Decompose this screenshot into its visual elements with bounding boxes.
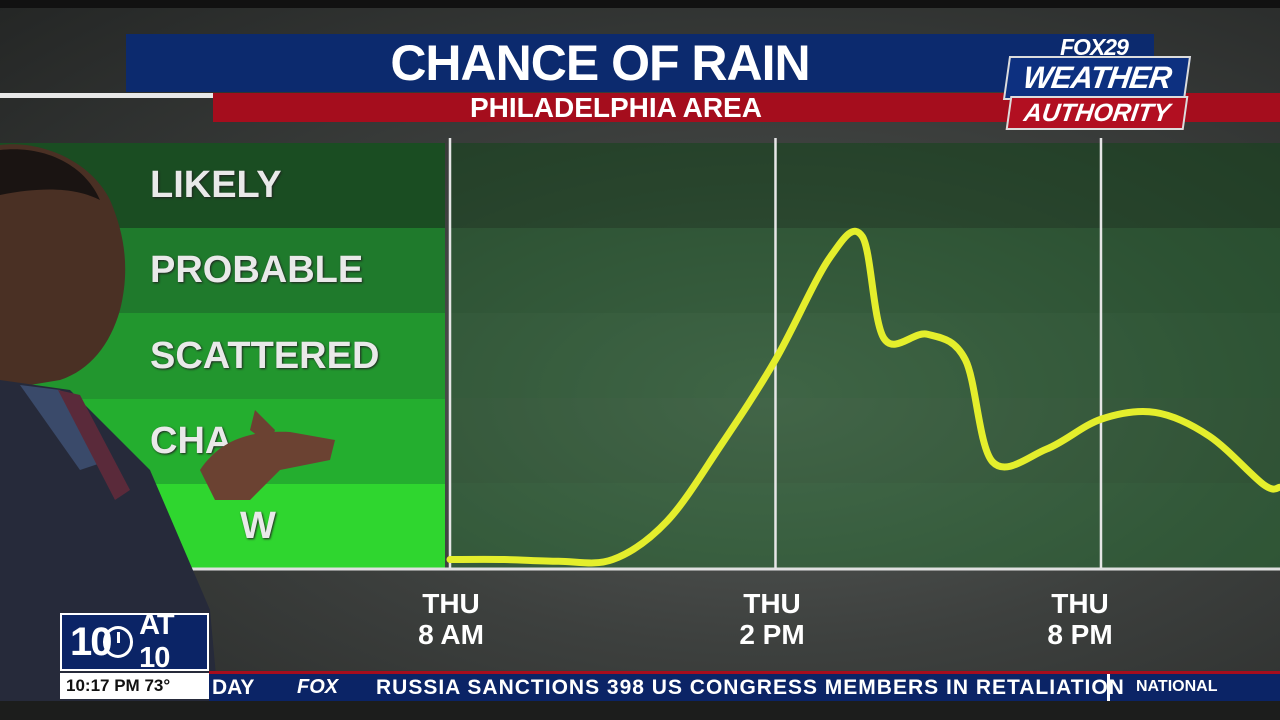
x-tick-time: 8 AM [418, 619, 484, 650]
top-band [0, 0, 1280, 8]
x-tick-day: THU [422, 588, 480, 619]
x-tick-label: THU 2 PM [692, 588, 852, 650]
ticker-fox-logo: FOX [297, 676, 339, 698]
chart-title: CHANCE OF RAIN [390, 35, 810, 91]
chart-subtitle: PHILADELPHIA AREA [470, 91, 762, 123]
plot-band [450, 313, 1280, 398]
news-ticker: DAY FOX RUSSIA SANCTIONS 398 US CONGRESS… [209, 671, 1280, 701]
logo-authority: AUTHORITY [1005, 96, 1189, 130]
ticker-section: NATIONAL [1136, 678, 1218, 695]
plot-band [450, 143, 1280, 228]
stopwatch-icon [102, 626, 134, 658]
level-scattered-label: SCATTERED [150, 334, 380, 377]
level-likely-label: LIKELY [150, 164, 282, 206]
show-bug: 10 AT 10 [60, 609, 209, 674]
bottom-band [0, 701, 1280, 720]
logo-weather: WEATHER [1002, 56, 1192, 100]
ticker-prev-text: DAY [212, 676, 255, 699]
level-probable-label: PROBABLE [150, 249, 364, 291]
header-rule [0, 93, 213, 98]
x-tick-day: THU [1051, 588, 1109, 619]
level-low-label: W [240, 504, 276, 547]
show-at: AT 10 [139, 609, 175, 674]
fox29-weather-authority-logo: FOX29 WEATHER AUTHORITY [1002, 34, 1192, 132]
ticker-headline: RUSSIA SANCTIONS 398 US CONGRESS MEMBERS… [376, 676, 1125, 699]
x-tick-day: THU [743, 588, 801, 619]
time-temp-box: 10:17 PM 73° [60, 673, 209, 699]
x-tick-time: 2 PM [739, 619, 805, 650]
plot-band [450, 483, 1280, 568]
x-tick-time: 8 PM [1047, 619, 1113, 650]
ticker-divider [1107, 674, 1110, 701]
x-tick-label: THU 8 PM [1000, 588, 1160, 650]
logo-network: FOX29 [1060, 34, 1129, 60]
current-time: 10:17 PM [66, 676, 140, 695]
x-tick-label: THU 8 AM [371, 588, 531, 650]
title-bar: CHANCE OF RAIN [126, 34, 1154, 92]
current-temp: 73° [144, 676, 171, 695]
rain-chance-line [446, 227, 1280, 567]
